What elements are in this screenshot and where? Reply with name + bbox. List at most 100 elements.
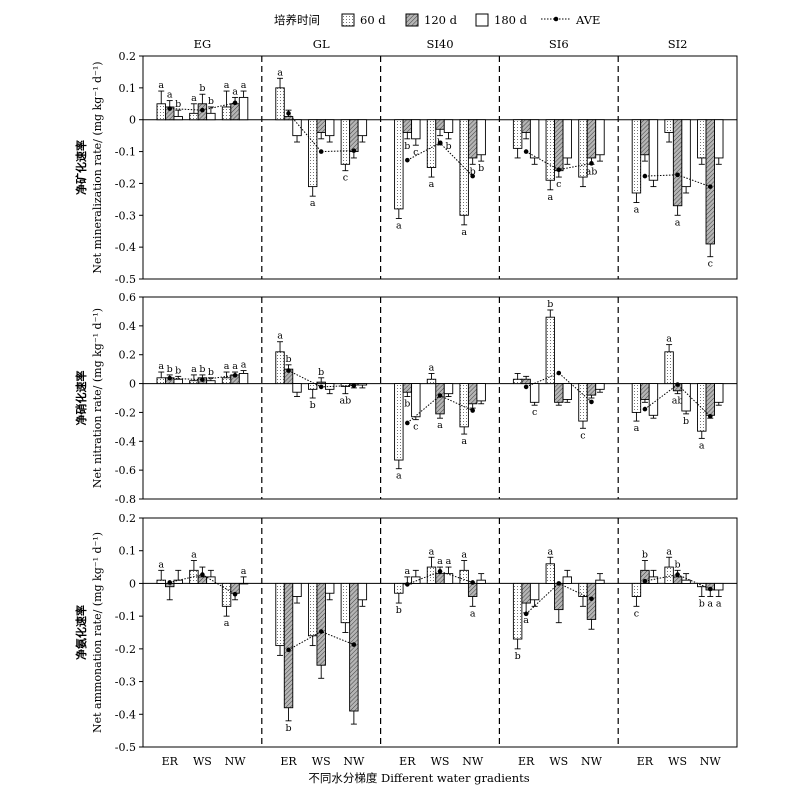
significance-letter: b xyxy=(199,83,205,94)
significance-letter: a xyxy=(158,361,164,372)
bar-60d xyxy=(512,378,523,385)
ave-point xyxy=(523,149,529,154)
bar-180d xyxy=(292,582,302,597)
significance-letter: a xyxy=(547,192,553,203)
bar-60d xyxy=(308,119,318,188)
bar-60d xyxy=(340,582,351,624)
significance-letter: a xyxy=(191,550,197,561)
bar-120d xyxy=(349,119,359,153)
bar-120d xyxy=(316,381,326,385)
bar-180d xyxy=(529,383,540,403)
y-axis-label: 净矿化速率 Net mineralization rate/ (mg kg⁻¹ d… xyxy=(74,61,104,273)
bar-120d xyxy=(640,119,650,156)
x-tick-label: ER xyxy=(637,755,654,768)
ave-point xyxy=(523,611,529,617)
ave-point xyxy=(556,370,562,376)
significance-letter: b xyxy=(310,400,316,411)
x-tick-label: NW xyxy=(343,755,365,768)
significance-letter: a xyxy=(224,361,230,372)
bar-120d xyxy=(586,582,597,620)
significance-letter: b xyxy=(445,141,451,152)
bar-60d xyxy=(426,378,437,385)
ave-point xyxy=(675,572,680,577)
bar-180d xyxy=(292,119,302,137)
bar-60d xyxy=(578,582,588,597)
bar-120d xyxy=(402,383,413,393)
bar-120d xyxy=(197,576,208,584)
bar-60d xyxy=(394,383,404,461)
bar-60d xyxy=(394,119,404,210)
ave-point xyxy=(707,414,713,419)
significance-letter: a xyxy=(232,361,238,372)
bar-60d xyxy=(631,582,642,597)
significance-letter: b xyxy=(208,367,214,378)
bar-60d xyxy=(631,383,642,413)
bar-180d xyxy=(595,383,605,390)
bar-180d xyxy=(357,119,368,137)
significance-letter: a xyxy=(461,227,467,238)
bar-120d xyxy=(586,119,597,159)
ave-point xyxy=(351,642,357,647)
ave-point xyxy=(589,596,594,602)
y-axis-label-en: Net nitration rate/ (mg kg⁻¹ d⁻¹) xyxy=(91,308,104,488)
ave-line xyxy=(407,570,473,585)
legend-swatch-60d xyxy=(341,13,355,27)
bar-180d xyxy=(681,383,691,412)
bar-120d xyxy=(467,582,478,597)
x-tick-label: NW xyxy=(225,755,247,768)
bar-60d xyxy=(340,119,351,165)
bar-120d xyxy=(554,582,564,611)
legend-label-60d: 60 d xyxy=(360,13,386,27)
significance-letter: c xyxy=(413,147,418,158)
bar-120d xyxy=(316,119,326,133)
ave-point xyxy=(318,149,324,154)
bar-60d xyxy=(545,563,555,584)
bar-180d xyxy=(443,119,454,133)
ave-point xyxy=(232,100,238,106)
ave-point xyxy=(470,173,475,179)
significance-letter: a xyxy=(437,420,443,431)
x-tick-label: WS xyxy=(549,755,568,768)
significance-letter: a xyxy=(241,360,247,371)
significance-letter: a xyxy=(232,86,238,97)
bar-120d xyxy=(316,582,326,666)
bar-60d xyxy=(394,582,404,594)
significance-letter: a xyxy=(429,179,435,190)
significance-letter: a xyxy=(446,556,452,567)
bar-180d xyxy=(595,119,605,156)
significance-letter: b xyxy=(285,354,291,365)
plot-frame xyxy=(142,517,738,748)
ave-point xyxy=(286,647,291,653)
significance-letter: b xyxy=(642,550,648,561)
y-tick-label: -0.2 xyxy=(115,643,136,656)
ave-point xyxy=(437,393,443,398)
y-tick-label: -0.4 xyxy=(115,435,136,448)
significance-letter: b xyxy=(478,163,484,174)
bar-120d xyxy=(705,383,715,416)
x-tick-label: ER xyxy=(280,755,297,768)
significance-letter: a xyxy=(158,559,164,570)
bar-60d xyxy=(156,579,166,584)
group-title-si40: SI40 xyxy=(426,37,453,51)
bar-180d xyxy=(714,582,724,591)
bar-120d xyxy=(230,582,240,594)
significance-letter: a xyxy=(699,440,705,451)
ave-point xyxy=(200,107,205,113)
significance-letter: a xyxy=(191,364,197,375)
bar-120d xyxy=(672,119,683,207)
legend-swatch-120d xyxy=(405,13,419,27)
plot-frame xyxy=(142,296,738,500)
x-tick-label: ER xyxy=(162,755,179,768)
bar-120d xyxy=(705,119,715,245)
bar-180d xyxy=(529,582,540,601)
significance-letter: a xyxy=(707,599,713,610)
x-axis-label: 不同水分梯度 Different water gradients xyxy=(308,771,529,785)
significance-letter: a xyxy=(716,599,722,610)
y-tick-label: 0.2 xyxy=(119,50,137,63)
bar-180d xyxy=(562,576,572,584)
bar-180d xyxy=(595,579,605,584)
ave-line xyxy=(169,102,236,111)
y-axis-label-cn: 净氨化速率 xyxy=(74,605,88,660)
group-title-si2: SI2 xyxy=(668,37,688,51)
y-tick-label: -0.5 xyxy=(115,273,136,286)
